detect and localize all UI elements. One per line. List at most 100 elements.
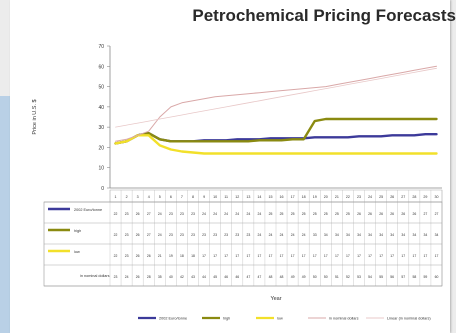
table-cell-value: 17: [269, 254, 273, 258]
table-year-label: 15: [268, 195, 272, 199]
table-cell-value: 23: [213, 233, 217, 237]
table-cell-value: 24: [158, 233, 162, 237]
table-cell-value: 23: [169, 233, 173, 237]
table-cell-value: 23: [224, 233, 228, 237]
table-cell-value: 42: [180, 275, 184, 279]
table-cell-value: 23: [202, 233, 206, 237]
table-year-label: 20: [324, 195, 328, 199]
table-cell-value: 25: [335, 212, 339, 216]
y-tick-label: 10: [98, 166, 104, 172]
table-cell-value: 17: [335, 254, 339, 258]
table-cell-value: 59: [424, 275, 428, 279]
table-cell-value: 50: [313, 275, 317, 279]
table-cell-value: 46: [224, 275, 228, 279]
table-cell-value: 17: [302, 254, 306, 258]
table-cell-value: 23: [246, 233, 250, 237]
table-row-label: in nominal dollars: [80, 274, 110, 278]
table-cell-value: 26: [412, 212, 416, 216]
table-cell-value: 58: [412, 275, 416, 279]
table-cell-value: 60: [435, 275, 439, 279]
table-cell-value: 25: [313, 212, 317, 216]
table-year-label: 16: [280, 195, 284, 199]
table-year-label: 4: [148, 195, 150, 199]
table-cell-value: 45: [213, 275, 217, 279]
table-cell-value: 19: [169, 254, 173, 258]
table-cell-value: 17: [202, 254, 206, 258]
table-cell-value: 34: [379, 233, 383, 237]
table-cell-value: 34: [435, 233, 439, 237]
table-year-label: 18: [302, 195, 306, 199]
table-cell-value: 25: [269, 212, 273, 216]
table-year-label: 3: [137, 195, 139, 199]
x-axis-label: Year: [270, 296, 281, 302]
table-cell-value: 24: [280, 233, 284, 237]
table-cell-value: 28: [147, 275, 151, 279]
table-year-label: 19: [313, 195, 317, 199]
table-year-label: 26: [390, 195, 394, 199]
table-cell-value: 23: [125, 233, 129, 237]
table-cell-value: 23: [235, 233, 239, 237]
table-cell-value: 43: [191, 275, 195, 279]
series-line-0: [114, 131, 438, 145]
table-cell-value: 49: [291, 275, 295, 279]
table-cell-value: 22: [114, 254, 118, 258]
table-cell-value: 54: [368, 275, 372, 279]
table-cell-value: 46: [235, 275, 239, 279]
table-cell-value: 47: [258, 275, 262, 279]
y-tick-label: 70: [98, 44, 104, 50]
table-year-label: 28: [412, 195, 416, 199]
table-year-label: 17: [291, 195, 295, 199]
table-year-label: 14: [257, 195, 261, 199]
data-table: [43, 201, 443, 287]
table-cell-value: 34: [412, 233, 416, 237]
table-year-label: 30: [434, 195, 438, 199]
table-cell-value: 34: [390, 233, 394, 237]
table-cell-value: 24: [235, 212, 239, 216]
table-cell-value: 24: [213, 212, 217, 216]
table-cell-value: 17: [379, 254, 383, 258]
table-cell-value: 17: [324, 254, 328, 258]
table-cell-value: 24: [202, 212, 206, 216]
table-cell-value: 26: [357, 212, 361, 216]
table-cell-value: 17: [224, 254, 228, 258]
table-cell-value: 34: [324, 233, 328, 237]
legend-label-2: low: [277, 317, 283, 321]
table-cell-value: 48: [280, 275, 284, 279]
series-line-4: [115, 67, 437, 128]
table-cell-value: 26: [147, 254, 151, 258]
table-year-label: 8: [192, 195, 194, 199]
table-cell-value: 23: [169, 212, 173, 216]
table-cell-value: 18: [191, 254, 195, 258]
table-year-label: 24: [368, 195, 372, 199]
table-year-label: 10: [213, 195, 217, 199]
table-cell-value: 24: [258, 212, 262, 216]
table-cell-value: 26: [368, 212, 372, 216]
table-cell-value: 24: [258, 233, 262, 237]
table-cell-value: 17: [291, 254, 295, 258]
table-cell-value: 23: [125, 254, 129, 258]
table-cell-value: 27: [147, 212, 151, 216]
legend-label-0: 2002 Euro/tonne: [159, 317, 187, 321]
table-cell-value: 34: [346, 233, 350, 237]
table-cell-value: 17: [401, 254, 405, 258]
table-year-label: 1: [115, 195, 117, 199]
table-cell-value: 49: [302, 275, 306, 279]
table-year-label: 21: [335, 195, 339, 199]
legend-label-3: in nominal dollars: [329, 317, 359, 321]
table-cell-value: 48: [269, 275, 273, 279]
legend-label-4: Linear (in nominal dollars): [387, 317, 431, 321]
table-cell-value: 23: [114, 275, 118, 279]
table-cell-value: 40: [169, 275, 173, 279]
table-cell-value: 55: [379, 275, 383, 279]
table-cell-value: 57: [401, 275, 405, 279]
legend-label-1: high: [223, 317, 230, 321]
table-cell-value: 24: [125, 275, 129, 279]
table-cell-value: 17: [235, 254, 239, 258]
series-line-2: [114, 134, 438, 155]
table-cell-value: 56: [390, 275, 394, 279]
table-cell-value: 17: [280, 254, 284, 258]
table-cell-value: 17: [390, 254, 394, 258]
table-cell-value: 25: [291, 212, 295, 216]
table-cell-value: 17: [435, 254, 439, 258]
table-year-label: 6: [170, 195, 172, 199]
